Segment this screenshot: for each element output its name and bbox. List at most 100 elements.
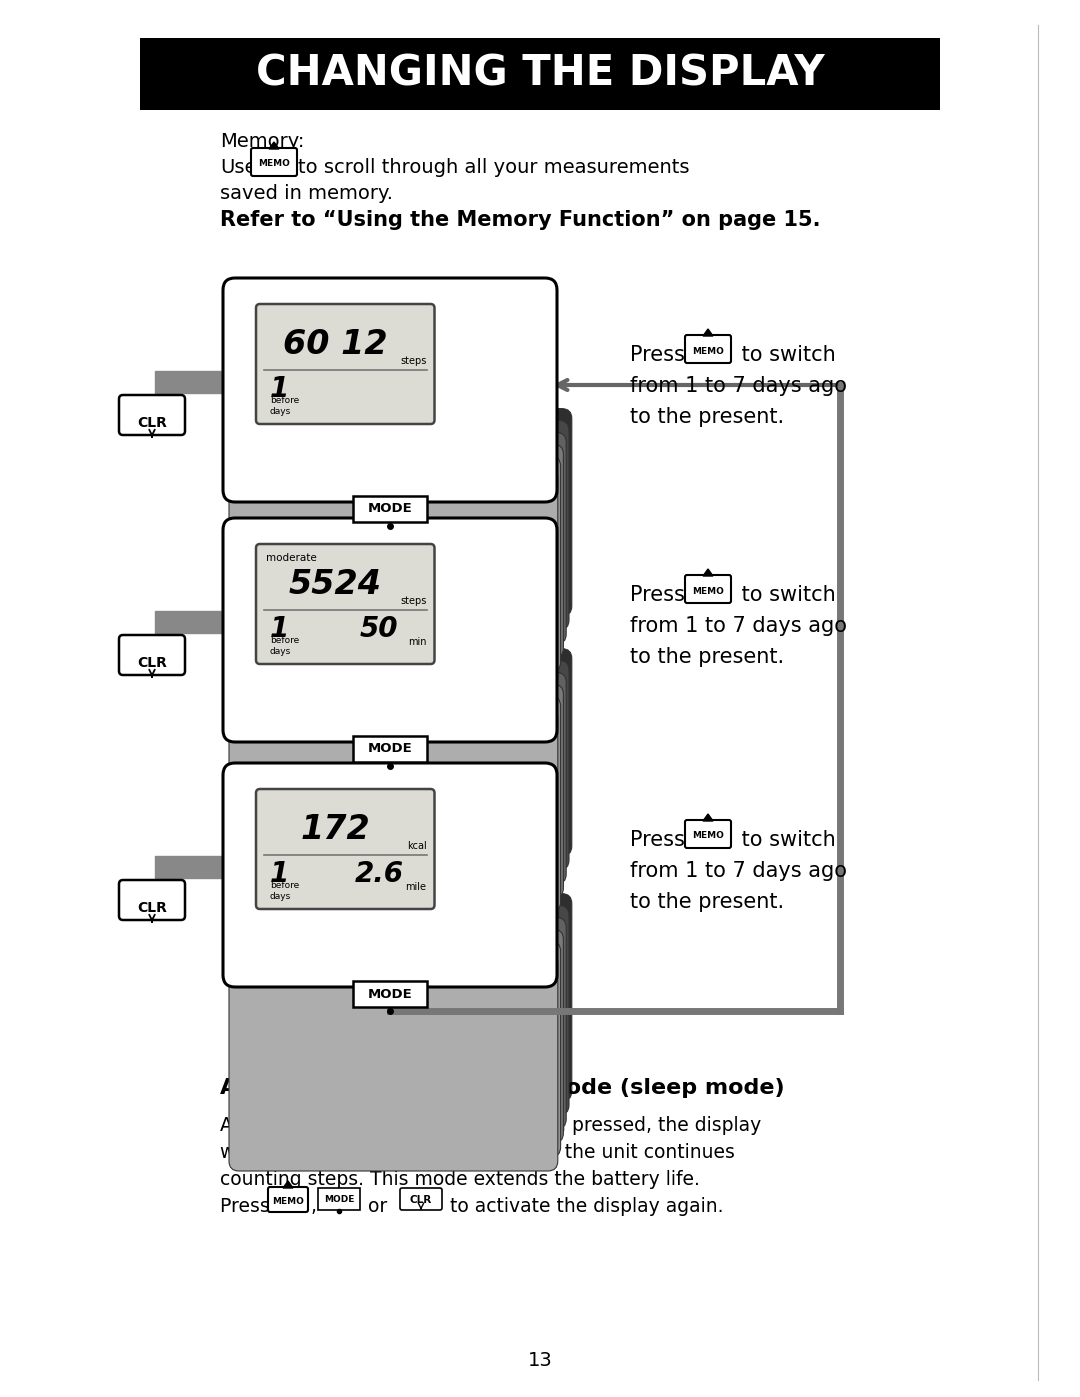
- Text: to switch: to switch: [735, 830, 836, 849]
- Text: to activate the display again.: to activate the display again.: [444, 1197, 724, 1215]
- Text: mile: mile: [405, 882, 427, 891]
- Text: will automatically turn off. However, the unit continues: will automatically turn off. However, th…: [220, 1143, 734, 1162]
- Text: before: before: [270, 395, 299, 405]
- Text: 5524: 5524: [288, 569, 381, 602]
- FancyBboxPatch shape: [685, 335, 731, 363]
- Text: to switch: to switch: [735, 345, 836, 365]
- Text: MODE: MODE: [367, 988, 413, 1000]
- Text: 1: 1: [270, 374, 289, 402]
- FancyBboxPatch shape: [353, 496, 427, 522]
- FancyBboxPatch shape: [229, 468, 557, 686]
- FancyBboxPatch shape: [140, 38, 940, 110]
- Text: saved in memory.: saved in memory.: [220, 184, 393, 203]
- Text: Press: Press: [630, 830, 691, 849]
- FancyBboxPatch shape: [685, 576, 731, 604]
- Polygon shape: [703, 814, 713, 821]
- Text: MEMO: MEMO: [692, 831, 724, 841]
- Text: CLR: CLR: [137, 657, 167, 671]
- FancyBboxPatch shape: [245, 420, 569, 630]
- Text: days: days: [270, 647, 292, 655]
- Text: MEMO: MEMO: [258, 159, 289, 169]
- Text: 1: 1: [270, 615, 289, 643]
- FancyBboxPatch shape: [229, 953, 557, 1171]
- Text: MEMO: MEMO: [692, 346, 724, 355]
- FancyBboxPatch shape: [241, 918, 566, 1129]
- Text: MODE: MODE: [324, 1196, 354, 1204]
- Text: ,: ,: [310, 1197, 316, 1215]
- Text: MODE: MODE: [367, 503, 413, 515]
- FancyBboxPatch shape: [256, 789, 434, 909]
- FancyBboxPatch shape: [245, 661, 569, 870]
- Text: MODE: MODE: [367, 742, 413, 756]
- FancyBboxPatch shape: [237, 685, 564, 898]
- Text: steps: steps: [400, 356, 427, 366]
- Text: days: days: [270, 891, 292, 901]
- FancyBboxPatch shape: [249, 894, 571, 1101]
- Text: to scroll through all your measurements: to scroll through all your measurements: [298, 158, 689, 177]
- Text: CLR: CLR: [137, 416, 167, 430]
- FancyBboxPatch shape: [245, 905, 569, 1115]
- Text: Memory:: Memory:: [220, 131, 305, 151]
- FancyBboxPatch shape: [222, 518, 557, 742]
- FancyBboxPatch shape: [318, 1187, 360, 1210]
- Text: moderate: moderate: [266, 553, 316, 563]
- FancyBboxPatch shape: [353, 981, 427, 1007]
- Text: to the present.: to the present.: [630, 647, 784, 666]
- Text: 13: 13: [528, 1351, 552, 1369]
- FancyBboxPatch shape: [256, 543, 434, 664]
- Text: 2.6: 2.6: [355, 859, 404, 887]
- Text: After 5 minutes with no button being pressed, the display: After 5 minutes with no button being pre…: [220, 1116, 761, 1134]
- Text: min: min: [408, 637, 427, 647]
- Polygon shape: [703, 330, 713, 337]
- Text: to the present.: to the present.: [630, 893, 784, 912]
- FancyBboxPatch shape: [241, 433, 566, 644]
- Text: from 1 to 7 days ago: from 1 to 7 days ago: [630, 376, 847, 395]
- Text: Refer to “Using the Memory Function” on page 15.: Refer to “Using the Memory Function” on …: [220, 210, 821, 231]
- FancyBboxPatch shape: [233, 457, 561, 672]
- Text: CLR: CLR: [410, 1194, 432, 1206]
- Text: before: before: [270, 636, 299, 644]
- Text: days: days: [270, 407, 292, 415]
- FancyBboxPatch shape: [353, 736, 427, 761]
- Text: from 1 to 7 days ago: from 1 to 7 days ago: [630, 861, 847, 882]
- Text: Use: Use: [220, 158, 257, 177]
- Text: 50: 50: [360, 615, 399, 643]
- FancyBboxPatch shape: [249, 648, 571, 856]
- FancyBboxPatch shape: [241, 672, 566, 884]
- Text: 1: 1: [270, 859, 289, 887]
- FancyBboxPatch shape: [119, 395, 185, 434]
- Polygon shape: [703, 569, 713, 576]
- Text: before: before: [270, 880, 299, 890]
- Text: MEMO: MEMO: [272, 1197, 303, 1206]
- Polygon shape: [283, 1180, 293, 1187]
- FancyBboxPatch shape: [229, 708, 557, 926]
- Text: or: or: [362, 1197, 393, 1215]
- FancyBboxPatch shape: [233, 696, 561, 912]
- FancyBboxPatch shape: [233, 942, 561, 1157]
- Text: Press: Press: [630, 585, 691, 605]
- Text: steps: steps: [400, 597, 427, 606]
- FancyBboxPatch shape: [237, 444, 564, 658]
- FancyBboxPatch shape: [237, 929, 564, 1143]
- FancyBboxPatch shape: [222, 278, 557, 502]
- FancyBboxPatch shape: [685, 820, 731, 848]
- FancyBboxPatch shape: [400, 1187, 442, 1210]
- FancyBboxPatch shape: [249, 408, 571, 616]
- Text: from 1 to 7 days ago: from 1 to 7 days ago: [630, 616, 847, 636]
- FancyBboxPatch shape: [222, 763, 557, 988]
- Text: to switch: to switch: [735, 585, 836, 605]
- Text: kcal: kcal: [407, 841, 427, 851]
- Text: Press: Press: [630, 345, 691, 365]
- Text: MEMO: MEMO: [692, 587, 724, 595]
- Text: CLR: CLR: [137, 901, 167, 915]
- Text: CHANGING THE DISPLAY: CHANGING THE DISPLAY: [256, 53, 824, 95]
- Text: counting steps. This mode extends the battery life.: counting steps. This mode extends the ba…: [220, 1171, 700, 1189]
- FancyBboxPatch shape: [256, 305, 434, 425]
- Text: 172: 172: [300, 813, 369, 847]
- Text: 60 12: 60 12: [283, 328, 388, 362]
- FancyBboxPatch shape: [119, 636, 185, 675]
- FancyBboxPatch shape: [268, 1187, 308, 1213]
- Text: to the present.: to the present.: [630, 407, 784, 427]
- Polygon shape: [269, 142, 279, 149]
- Text: About the battery saving mode (sleep mode): About the battery saving mode (sleep mod…: [220, 1078, 785, 1098]
